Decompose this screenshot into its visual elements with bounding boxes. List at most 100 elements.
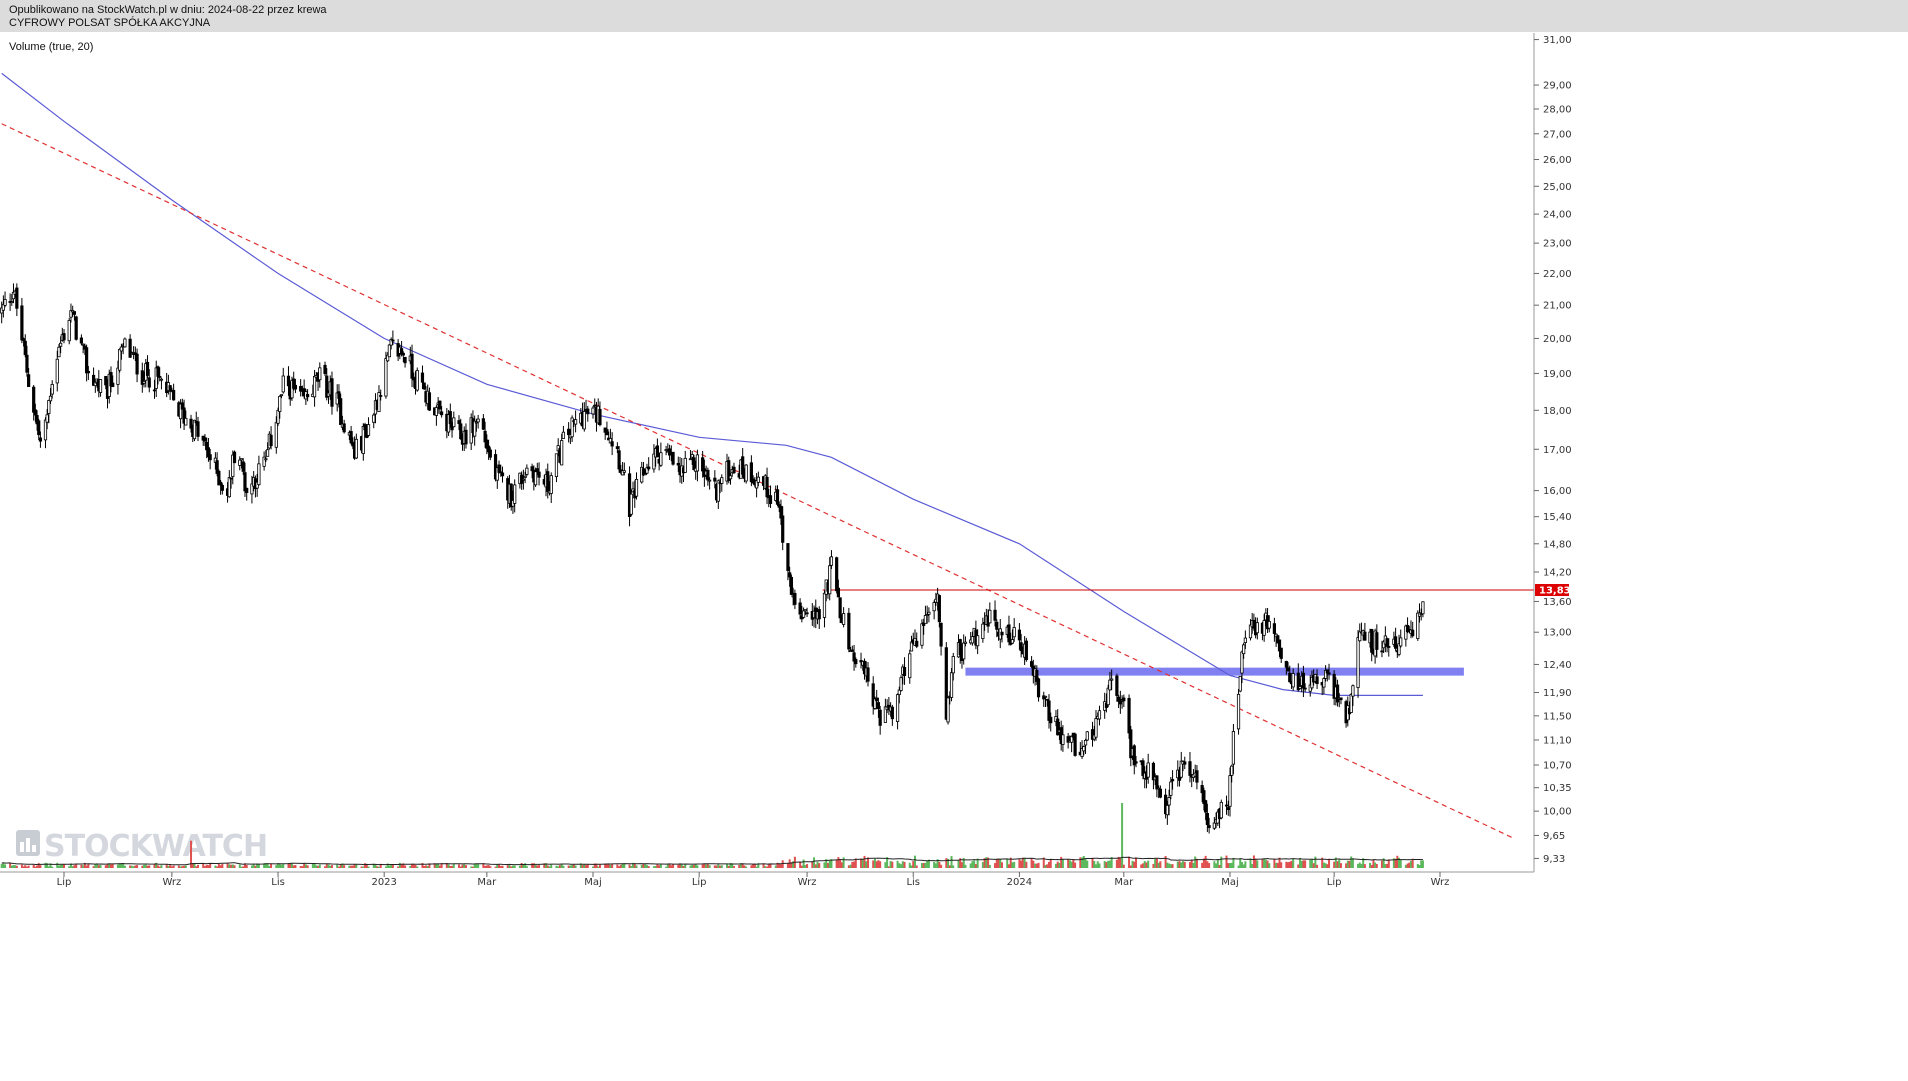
x-tick-label: 2023 (371, 877, 396, 888)
volume-bar (367, 866, 370, 868)
volume-bar (1135, 857, 1138, 868)
candle-body (399, 348, 404, 355)
volume-bar (372, 863, 375, 868)
volume-bar (562, 865, 565, 868)
volume-bar (1372, 859, 1375, 868)
volume-bar (325, 863, 328, 868)
candle-body (182, 407, 186, 424)
volume-bar (391, 864, 394, 868)
volume-bar (811, 861, 814, 868)
candle-body (976, 635, 980, 647)
candle-body (793, 592, 797, 605)
candle-body (142, 381, 146, 384)
volume-bar (1025, 861, 1028, 868)
volume-bar (202, 863, 205, 868)
volume-bar (264, 863, 267, 868)
volume-bar (12, 865, 15, 868)
candle-body (264, 458, 268, 461)
y-tick-label: 10,70 (1543, 760, 1572, 771)
volume-bar (475, 864, 478, 868)
candle-body (610, 441, 614, 447)
volume-bar (428, 863, 431, 868)
candle-body (1332, 673, 1336, 699)
candle-body (1351, 685, 1355, 697)
x-tick-label: Lip (1327, 877, 1342, 888)
volume-bar (317, 865, 320, 868)
candle-body (1240, 651, 1244, 674)
volume-bar (950, 856, 953, 868)
candle-body (497, 464, 501, 473)
volume-bar (1266, 860, 1269, 868)
volume-bar (938, 861, 941, 868)
volume-bar (985, 857, 988, 868)
x-tick-label: Lis (271, 877, 285, 888)
volume-bar (242, 866, 245, 868)
volume-bar (830, 859, 833, 868)
volume-bar (652, 866, 655, 868)
volume-bar (143, 864, 146, 868)
candle-body (741, 456, 745, 475)
volume-bar (499, 865, 502, 868)
volume-bar (489, 866, 492, 868)
volume-bar (701, 864, 704, 868)
volume-bar (913, 855, 916, 868)
candle-body (147, 377, 151, 388)
volume-bar (611, 864, 614, 868)
volume-bar (214, 865, 217, 868)
volume-bar (1312, 863, 1315, 868)
candle-body (342, 423, 346, 433)
volume-bar (543, 863, 546, 868)
x-tick-label: Mar (477, 877, 497, 888)
volume-bar (971, 861, 974, 868)
volume-bar (1007, 864, 1010, 868)
candle-body (243, 472, 247, 492)
y-tick-label: 27,00 (1543, 129, 1572, 140)
candle-body (695, 454, 700, 472)
candle-body (862, 660, 867, 675)
volume-bar (216, 866, 219, 868)
volume-bar (97, 865, 100, 868)
candle-body (130, 353, 134, 355)
candle-body (299, 385, 303, 392)
candle-body (363, 424, 367, 431)
y-tick-label: 15,40 (1543, 512, 1572, 523)
volume-bar (461, 864, 464, 868)
candle-body (647, 466, 651, 470)
candle-body (1322, 678, 1326, 688)
candle-body (43, 419, 48, 441)
volume-bar (1244, 861, 1247, 868)
volume-bar (680, 863, 683, 868)
volume-bar (14, 865, 17, 868)
candle-body (570, 417, 574, 438)
volume-bar (412, 864, 415, 868)
candle-body (902, 666, 907, 677)
volume-bar (877, 860, 880, 868)
candle-body (255, 481, 259, 489)
candle-body (215, 460, 219, 474)
candle-body (598, 408, 602, 426)
candle-body (384, 358, 388, 397)
volume-bar (884, 862, 887, 868)
volume-bar (287, 863, 290, 868)
volume-bar (654, 866, 657, 868)
volume-bar (270, 863, 273, 868)
y-tick-label: 25,00 (1543, 182, 1572, 193)
volume-bar (2, 863, 5, 868)
volume-bar (1216, 859, 1219, 868)
candle-body (1405, 624, 1410, 633)
candle-body (1047, 700, 1051, 721)
candle-body (1291, 673, 1295, 688)
volume-bar (1145, 862, 1148, 868)
volume-bar (1021, 857, 1024, 868)
volume-bar (1152, 863, 1155, 868)
volume-bar (1213, 861, 1216, 868)
volume-bar (1204, 855, 1207, 868)
candle-body (1288, 672, 1292, 683)
candle-body (915, 640, 919, 647)
volume-bar (1229, 863, 1231, 868)
volume-bar (1300, 860, 1303, 868)
volume-bar (451, 865, 454, 868)
candle-body (488, 449, 492, 458)
volume-bar (952, 865, 955, 868)
volume-bar (597, 866, 600, 868)
